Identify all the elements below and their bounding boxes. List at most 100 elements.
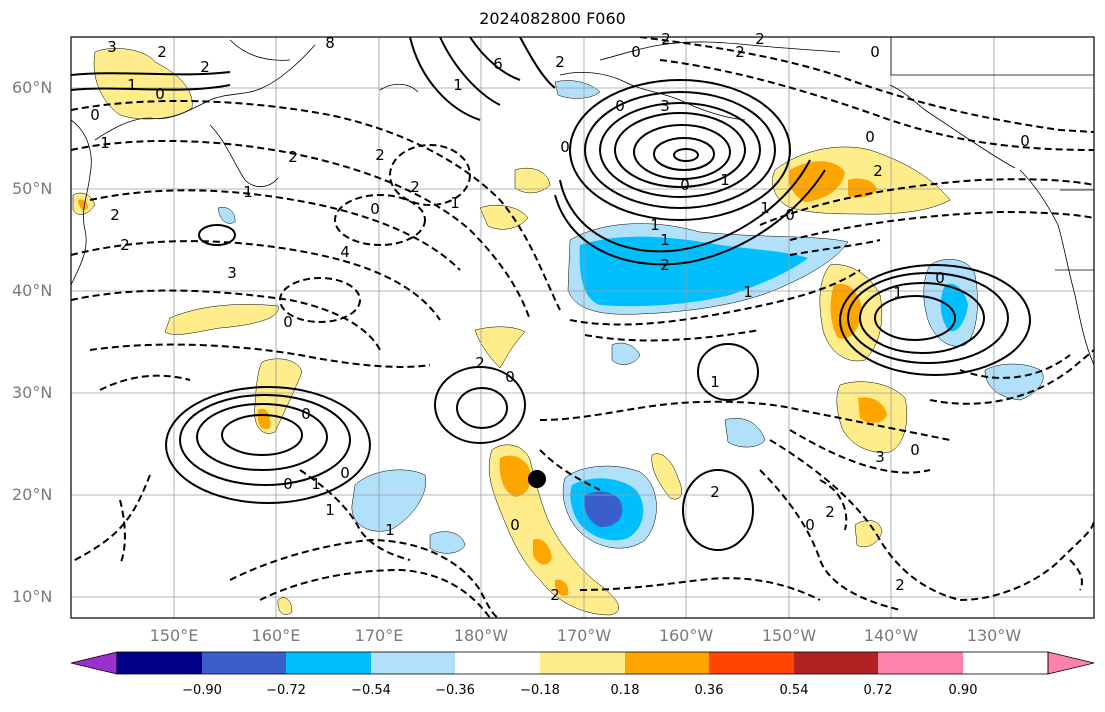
colorbar-cell [625,652,709,674]
contour-label: 2 [550,586,560,604]
contour-label: 1 [893,284,903,302]
contour-label: 6 [493,55,503,73]
lat-label-20n: 20°N [12,485,53,504]
contour-label: 2 [410,178,420,196]
contour-label: 1 [760,199,770,217]
lon-label-130w: 130°W [966,626,1022,645]
contour-label: 4 [340,243,350,261]
solid-contours [71,37,1031,551]
contour-label: 1 [453,76,463,94]
contour-label: 0 [283,313,293,331]
contour-label: 0 [301,405,311,423]
contour-label: 1 [660,231,670,249]
contour-label: 0 [340,464,350,482]
contour-label: 0 [785,206,795,224]
colorbar-tick: 0.54 [779,683,809,698]
gridlines [71,37,1094,618]
map-frame [70,36,1095,619]
contour-label: 0 [615,97,625,115]
contour-label: 1 [720,171,730,189]
storm-position-marker [528,470,546,488]
contour-label: 8 [325,34,335,52]
lat-label-10n: 10°N [12,587,53,606]
colorbar-cell [794,652,878,674]
colorbar-tick: −0.90 [182,683,222,698]
contour-label: 0 [680,176,690,194]
contour-label: 0 [870,43,880,61]
lon-label-180w: 180°W [453,626,509,645]
contour-label: 1 [243,183,253,201]
contour-label: 2 [157,43,167,61]
colorbar-tick: 0.18 [610,683,640,698]
colorbar-cell [286,652,371,674]
lat-label-40n: 40°N [12,281,53,300]
contour-label: 3 [227,264,237,282]
contour-label: 2 [710,483,720,501]
contour-label: 0 [935,269,945,287]
contour-label: 2 [375,146,385,164]
contour-label: 2 [110,206,120,224]
contour-label: 0 [865,128,875,146]
shaded-anomalies [72,48,1044,616]
lat-label-30n: 30°N [12,383,53,402]
contour-label: 0 [90,106,100,124]
lat-label-50n: 50°N [12,179,53,198]
contour-label: 1 [450,194,460,212]
colorbar-cell [878,652,963,674]
lon-label-160e: 160°E [251,626,301,645]
colorbar-tick: −0.36 [435,683,475,698]
lon-label-170w: 170°W [556,626,612,645]
contour-label: 2 [661,30,671,48]
contour-label: 2 [120,236,130,254]
colorbar-tick: −0.72 [266,683,306,698]
contour-label: 2 [475,354,485,372]
contour-label: 2 [660,256,670,274]
lon-label-150e: 150°E [149,626,199,645]
contour-label: 1 [325,501,335,519]
colorbar-cell [709,652,794,674]
contour-label: 2 [873,162,883,180]
contour-label: 1 [311,475,321,493]
map-title: 2024082800 F060 [479,9,626,28]
contour-label: 3 [107,38,117,56]
lon-label-160w: 160°W [658,626,714,645]
contour-label: 3 [660,97,670,115]
colorbar-cell [540,652,625,674]
colorbar-cell [371,652,455,674]
colorbar-tick: −0.54 [351,683,391,698]
colorbar-cell [202,652,286,674]
contour-label: 2 [735,43,745,61]
contour-label: 0 [283,475,293,493]
contour-label: 0 [510,516,520,534]
colorbar-tick: 0.72 [863,683,893,698]
contour-label: 0 [370,200,380,218]
contour-label: 0 [505,368,515,386]
colorbar-tick: 0.36 [694,683,724,698]
colorbar-high-extend [1047,651,1095,675]
contour-label: 0 [910,441,920,459]
contour-label: 0 [631,43,641,61]
contour-label: 0 [805,516,815,534]
dashed-contours [71,37,1094,618]
contour-label: 2 [755,30,765,48]
contour-label: 2 [825,503,835,521]
contour-label: 1 [710,373,720,391]
colorbar [70,651,1095,675]
lat-label-60n: 60°N [12,78,53,97]
contour-label: 1 [127,76,137,94]
contour-label: 0 [155,85,165,103]
contour-label: 2 [200,58,210,76]
contour-label: 3 [875,448,885,466]
contour-label: 0 [1020,132,1030,150]
lon-label-150w: 150°W [761,626,817,645]
contour-label: 2 [288,148,298,166]
colorbar-tick: 0.90 [948,683,978,698]
colorbar-low-extend [70,651,118,675]
contour-label: 2 [895,576,905,594]
colorbar-cell [117,652,202,674]
coastlines [71,37,1094,366]
colorbar-tick: −0.18 [520,683,560,698]
contour-label: 1 [100,134,110,152]
